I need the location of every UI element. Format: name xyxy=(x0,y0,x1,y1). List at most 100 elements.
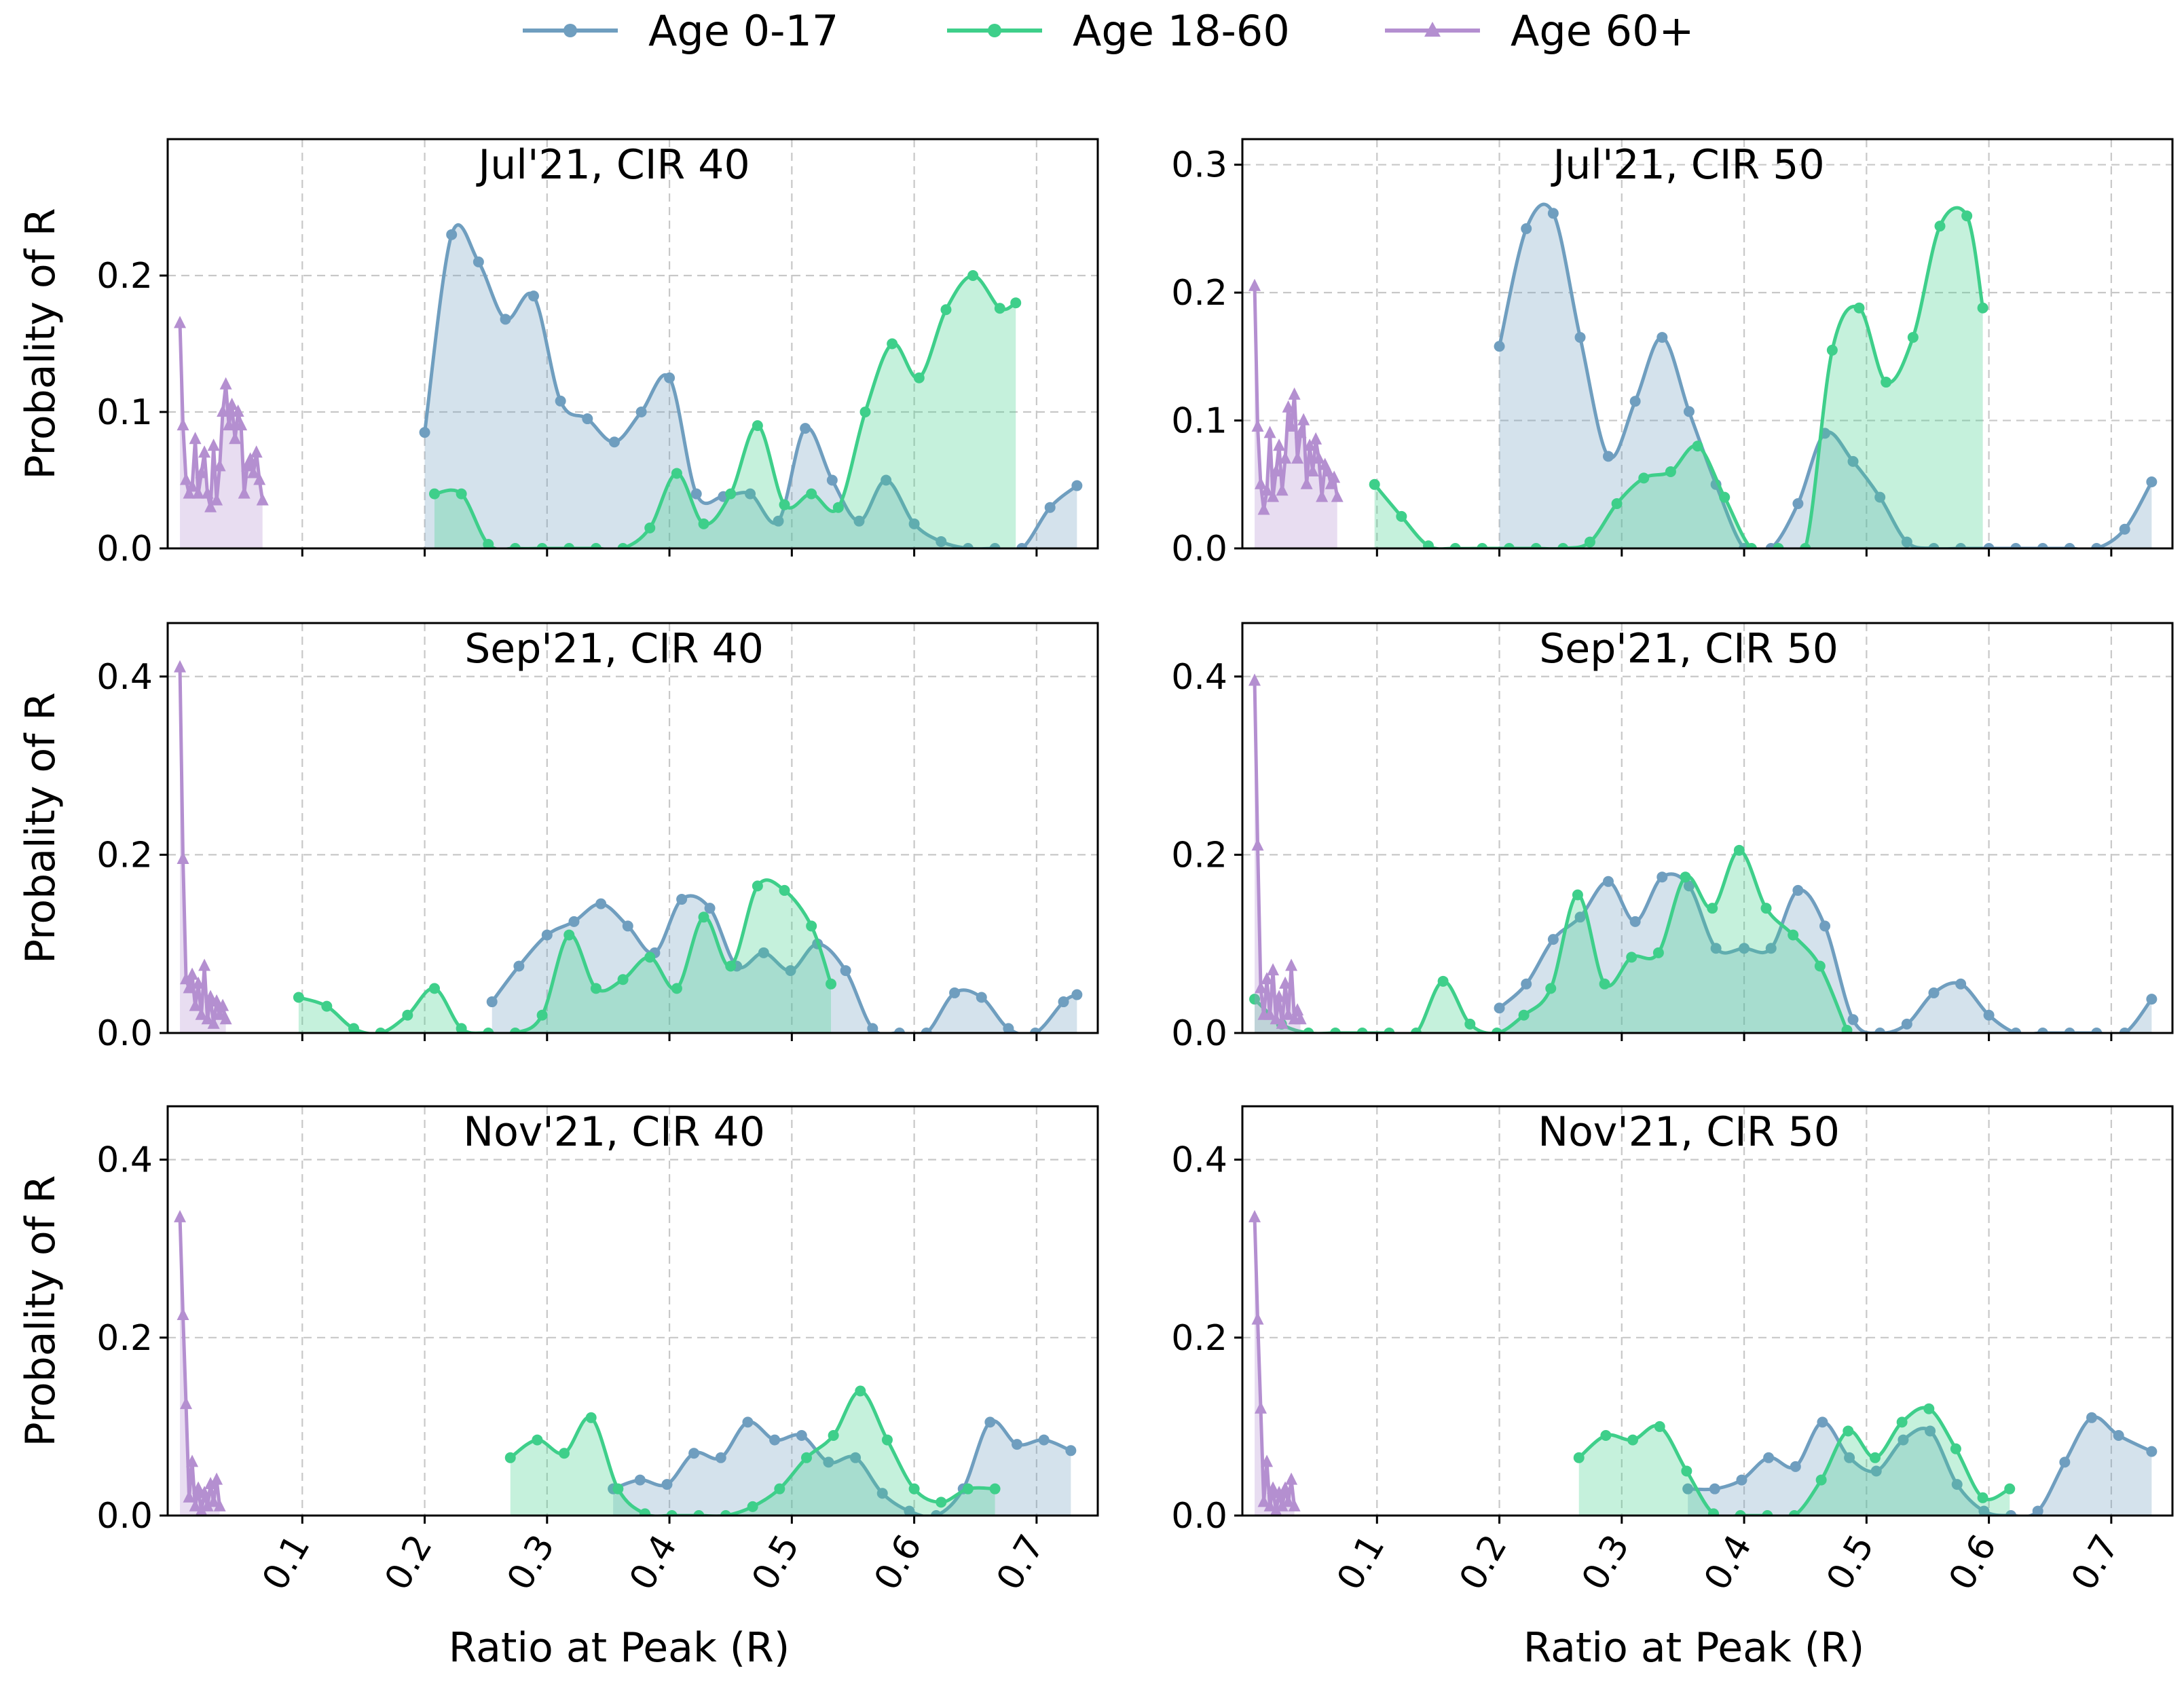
series-area-age-0-17 xyxy=(424,225,1077,548)
data-point xyxy=(1573,1452,1585,1463)
data-point xyxy=(1762,1510,1773,1516)
series-area-age-0-17 xyxy=(1499,873,2152,1033)
data-point xyxy=(1273,990,1286,1002)
data-point xyxy=(207,1494,220,1507)
data-point xyxy=(1267,489,1280,502)
data-point xyxy=(1923,1403,1935,1414)
panel-sep-21-cir-50: 0.0 0.2 0.4 Sep'21, CIR 50 xyxy=(1171,622,2174,1054)
data-point xyxy=(223,418,236,431)
data-point xyxy=(1282,1494,1295,1507)
y-tick-label: 0.2 xyxy=(1171,1318,1227,1359)
data-point xyxy=(949,987,961,998)
x-tick-label: 0.1 xyxy=(255,1528,318,1598)
data-point xyxy=(1928,543,1940,548)
data-point xyxy=(198,1486,211,1499)
series-area-age-60 xyxy=(180,1217,220,1516)
data-point xyxy=(1464,1018,1476,1030)
data-point xyxy=(1692,440,1703,452)
data-point xyxy=(2064,1028,2075,1033)
y-tick-label: 0.2 xyxy=(96,835,153,876)
data-point xyxy=(1263,1499,1276,1511)
series-group xyxy=(174,1209,1077,1516)
data-point xyxy=(1547,208,1559,219)
data-point xyxy=(617,974,629,985)
data-point xyxy=(2064,543,2075,548)
y-tick-label: 0.2 xyxy=(1171,835,1227,876)
data-point xyxy=(1656,871,1668,883)
data-point xyxy=(189,1499,202,1511)
data-point xyxy=(867,1023,878,1033)
data-point xyxy=(1847,1014,1859,1026)
data-point xyxy=(676,894,688,905)
data-point xyxy=(1790,1461,1801,1472)
x-tick-label: 0.7 xyxy=(989,1528,1052,1598)
series-line-age-18-60 xyxy=(298,878,833,1033)
data-point xyxy=(1654,1421,1665,1432)
data-point xyxy=(256,493,269,506)
data-point xyxy=(779,884,790,896)
data-point xyxy=(2146,994,2158,1005)
legend-item-age-18-60: Age 18-60 xyxy=(947,6,1290,56)
y-tick-label: 0.0 xyxy=(96,1013,153,1054)
data-point xyxy=(177,1308,189,1321)
plot-frame xyxy=(1241,622,2174,1034)
data-point xyxy=(1557,543,1569,548)
data-point xyxy=(1396,510,1407,522)
data-point xyxy=(241,459,254,472)
data-point xyxy=(1303,1028,1314,1033)
plot-frame xyxy=(166,138,1099,550)
data-point xyxy=(1708,1508,1720,1516)
data-point xyxy=(1312,451,1325,464)
data-point xyxy=(994,303,1005,314)
data-point xyxy=(217,998,229,1011)
data-point xyxy=(2146,1446,2158,1457)
data-point xyxy=(664,372,675,383)
panel-title: Sep'21, CIR 50 xyxy=(1539,625,1838,673)
legend-label: Age 0-17 xyxy=(648,6,838,56)
data-point xyxy=(1303,438,1316,451)
data-point xyxy=(1901,536,1912,548)
x-axis-label: Ratio at Peak (R) xyxy=(1523,1624,1865,1672)
data-point xyxy=(1874,491,1886,503)
x-tick-label: 0.6 xyxy=(867,1528,930,1598)
data-point xyxy=(192,486,205,499)
data-point xyxy=(936,535,947,547)
data-point xyxy=(590,543,601,548)
data-point xyxy=(229,432,242,445)
data-point xyxy=(582,413,593,425)
data-point xyxy=(904,1505,915,1516)
series-area-age-60 xyxy=(1255,1217,1295,1516)
data-point xyxy=(2086,1412,2098,1423)
data-point xyxy=(806,488,817,500)
data-point xyxy=(174,1209,187,1222)
panel-title: Nov'21, CIR 50 xyxy=(1538,1108,1840,1156)
data-point xyxy=(1369,478,1380,490)
data-point xyxy=(1951,1479,1963,1490)
data-point xyxy=(853,515,865,527)
x-tick-label: 0.6 xyxy=(1942,1528,2005,1598)
data-point xyxy=(1739,943,1750,954)
data-point xyxy=(219,377,232,390)
x-tick-label: 0.2 xyxy=(377,1528,440,1598)
data-point xyxy=(509,1028,521,1033)
data-point xyxy=(192,976,205,989)
data-point xyxy=(559,1448,570,1459)
data-point xyxy=(1437,975,1449,987)
y-tick-label: 0.3 xyxy=(1171,145,1227,186)
legend-item-age-0-17: Age 0-17 xyxy=(523,6,838,56)
data-point xyxy=(1683,406,1695,417)
data-point xyxy=(1071,989,1083,1000)
x-tick-label: 0.3 xyxy=(500,1528,563,1598)
data-point xyxy=(967,270,979,281)
data-point xyxy=(745,488,756,500)
y-axis-label: Probality of R xyxy=(17,208,64,479)
data-point xyxy=(1267,963,1280,976)
data-point xyxy=(1003,1023,1014,1033)
data-point xyxy=(1950,1443,1961,1454)
data-point xyxy=(984,1416,996,1428)
data-point xyxy=(1547,934,1559,945)
series-group xyxy=(1248,673,2158,1033)
data-point xyxy=(962,543,974,548)
data-point xyxy=(800,1452,812,1463)
data-point xyxy=(232,405,244,417)
